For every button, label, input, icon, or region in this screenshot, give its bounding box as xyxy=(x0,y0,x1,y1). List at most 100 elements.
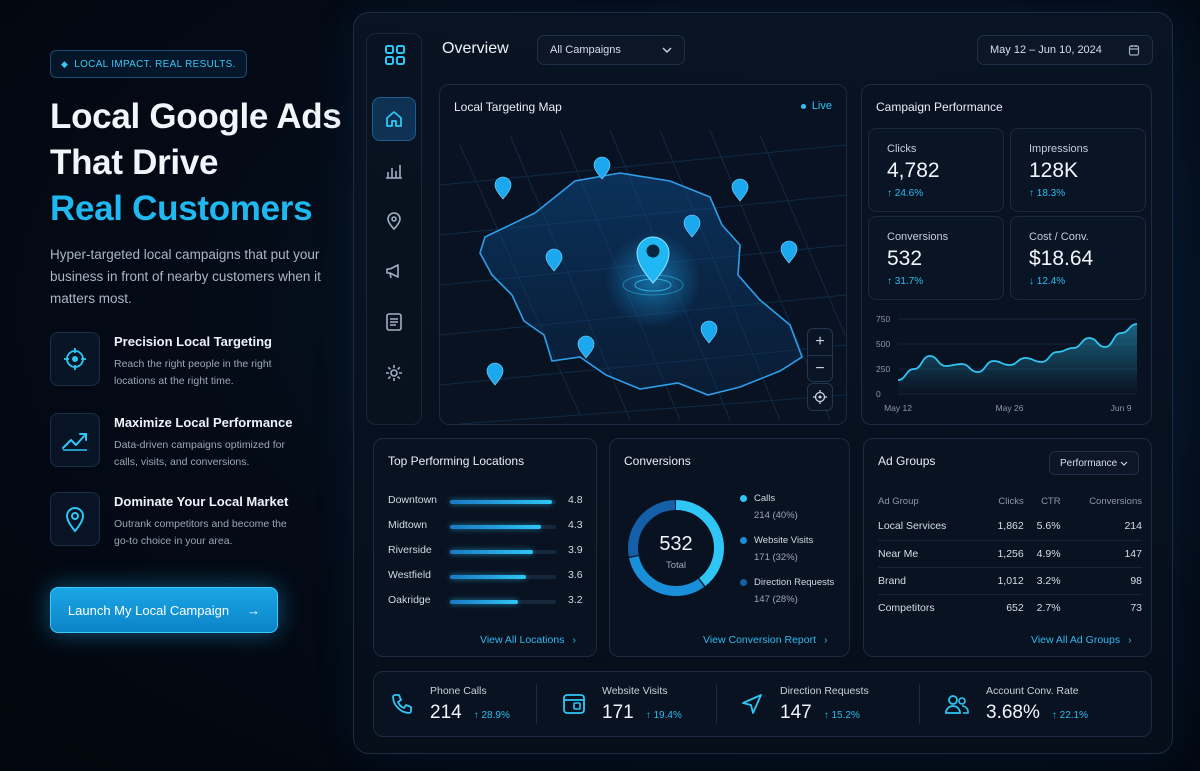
hero-title-line2: That Drive xyxy=(50,143,219,182)
stat-label: Account Conv. Rate xyxy=(986,684,1079,697)
table-cell: Brand xyxy=(878,566,984,594)
location-score: 3.2 xyxy=(568,594,583,606)
table-cell: 2.7% xyxy=(1023,593,1061,621)
kpi-cost-per-conversion: Cost / Conv. $18.64 ↓ 12.4% xyxy=(1010,216,1146,300)
donut-segment xyxy=(628,500,724,596)
table-row[interactable]: Near Me 1,256 4.9% 147 xyxy=(878,539,1142,567)
map-pin-icon[interactable] xyxy=(780,240,798,264)
map-pin-icon[interactable] xyxy=(683,214,701,238)
campaign-select-value: All Campaigns xyxy=(550,44,621,56)
legend-dot-calls xyxy=(740,495,747,502)
map-pin-icon[interactable] xyxy=(577,335,595,359)
stat-label: Phone Calls xyxy=(430,684,487,697)
location-row: Riverside 3.9 xyxy=(388,544,588,560)
zoom-in-button[interactable]: + xyxy=(815,333,825,350)
hero-title: Local Google Ads That Drive Real Custome… xyxy=(50,94,350,232)
home-icon xyxy=(386,111,402,127)
nav-settings[interactable] xyxy=(366,351,422,395)
location-bar-track xyxy=(450,525,556,529)
table-cell: 1,862 xyxy=(997,520,1024,533)
feature-title: Maximize Local Performance xyxy=(114,415,293,430)
targeting-map[interactable] xyxy=(440,125,846,424)
divider xyxy=(536,684,537,724)
nav-analytics[interactable] xyxy=(366,149,422,193)
y-tick-label: 750 xyxy=(876,314,890,324)
table-header: Conversions xyxy=(1089,495,1142,507)
crosshair-icon xyxy=(50,332,100,386)
grid-logo-icon[interactable] xyxy=(367,30,423,80)
performance-filter-value: Performance xyxy=(1060,457,1118,469)
location-name: Oakridge xyxy=(388,594,431,606)
feature-title: Dominate Your Local Market xyxy=(114,494,289,509)
zoom-out-button[interactable]: − xyxy=(808,355,832,381)
table-row[interactable]: Competitors 652 2.7% 73 xyxy=(878,593,1142,621)
recenter-button[interactable] xyxy=(807,383,833,411)
location-score: 3.9 xyxy=(568,544,583,556)
live-indicator: Live xyxy=(800,100,832,112)
map-pin-icon[interactable] xyxy=(593,156,611,180)
map-pin-icon[interactable] xyxy=(545,248,563,272)
location-bar-track xyxy=(450,500,556,504)
view-all-locations-link[interactable]: View All Locations › xyxy=(480,634,576,646)
table-cell: 5.6% xyxy=(1036,520,1061,533)
nav-locations[interactable] xyxy=(366,199,422,243)
view-all-locations-label: View All Locations xyxy=(480,634,565,646)
table-cell: 214 xyxy=(1124,520,1142,533)
conversions-title: Conversions xyxy=(624,454,691,468)
campaign-select[interactable]: All Campaigns xyxy=(537,35,685,65)
kpi-value: 128K xyxy=(1029,159,1079,182)
kpi-change: ↑ 31.7% xyxy=(887,276,924,287)
table-cell: Local Services xyxy=(878,520,947,533)
live-dot-icon xyxy=(800,103,806,109)
location-bar-track xyxy=(450,550,556,554)
map-pin-icon[interactable] xyxy=(486,362,504,386)
table-row[interactable]: Local Services 1,862 5.6% 214 xyxy=(878,513,1142,540)
map-pin-icon[interactable] xyxy=(494,176,512,200)
calendar-icon xyxy=(1128,45,1140,56)
summary-stats-bar: Phone Calls 214 ↑ 28.9% Website Visits 17… xyxy=(373,671,1152,737)
view-conversion-report-link[interactable]: View Conversion Report › xyxy=(703,634,828,646)
launch-campaign-button[interactable]: Launch My Local Campaign → xyxy=(50,587,278,633)
zoom-controls: + − xyxy=(807,328,833,382)
location-bar-fill xyxy=(450,600,518,604)
x-tick-label: May 26 xyxy=(996,403,1024,413)
kpi-clicks: Clicks 4,782 ↑ 24.6% xyxy=(868,128,1004,212)
ad-groups-card: Ad Groups Performance Ad Group Clicks CTR C… xyxy=(863,438,1152,657)
diamond-icon: ◆ xyxy=(61,58,69,69)
performance-filter[interactable]: Performance xyxy=(1049,451,1139,475)
x-tick-label: Jun 9 xyxy=(1111,403,1132,413)
y-tick-label: 500 xyxy=(876,339,890,349)
series-area xyxy=(898,324,1137,394)
kpi-value: 532 xyxy=(887,247,923,270)
ad-groups-table: Ad Group Clicks CTR Conversions Local Servi… xyxy=(878,489,1142,621)
map-pin-icon xyxy=(50,492,100,546)
legend-detail: 214 (40%) xyxy=(754,510,798,521)
phone-icon xyxy=(392,694,412,714)
campaign-performance-card: Campaign Performance Clicks 4,782 ↑ 24.6… xyxy=(861,84,1152,425)
location-bar-fill xyxy=(450,525,542,529)
date-range-picker[interactable]: May 12 – Jun 10, 2024 xyxy=(977,35,1153,65)
stat-phone-calls: Phone Calls 214 ↑ 28.9% xyxy=(390,672,510,736)
nav-home[interactable] xyxy=(366,97,422,141)
kpi-label: Impressions xyxy=(1029,143,1089,155)
view-all-ad-groups-link[interactable]: View All Ad Groups › xyxy=(1031,634,1132,646)
kpi-value: 4,782 xyxy=(887,159,940,182)
stat-direction-requests: Direction Requests 147 ↑ 15.2% xyxy=(740,672,869,736)
chevron-right-icon: › xyxy=(824,634,828,646)
conversions-total-label: Total xyxy=(665,560,687,571)
legend-detail: 147 (28%) xyxy=(754,594,798,605)
location-pin-icon xyxy=(387,212,401,231)
navigation-icon xyxy=(742,694,762,714)
nav-campaigns[interactable] xyxy=(366,249,422,293)
bar-chart-icon xyxy=(386,165,402,179)
hero-badge: ◆ LOCAL IMPACT. REAL RESULTS. xyxy=(50,50,247,78)
map-pin-icon[interactable] xyxy=(636,236,670,284)
map-pin-icon[interactable] xyxy=(731,178,749,202)
chevron-right-icon: › xyxy=(1128,634,1132,646)
table-cell: 73 xyxy=(1060,593,1142,621)
map-pin-icon[interactable] xyxy=(700,320,718,344)
nav-reports[interactable] xyxy=(366,300,422,344)
table-cell: 3.2% xyxy=(1023,566,1061,594)
location-row: Westfield 3.6 xyxy=(388,569,588,585)
table-row[interactable]: Brand 1,012 3.2% 98 xyxy=(878,566,1142,594)
